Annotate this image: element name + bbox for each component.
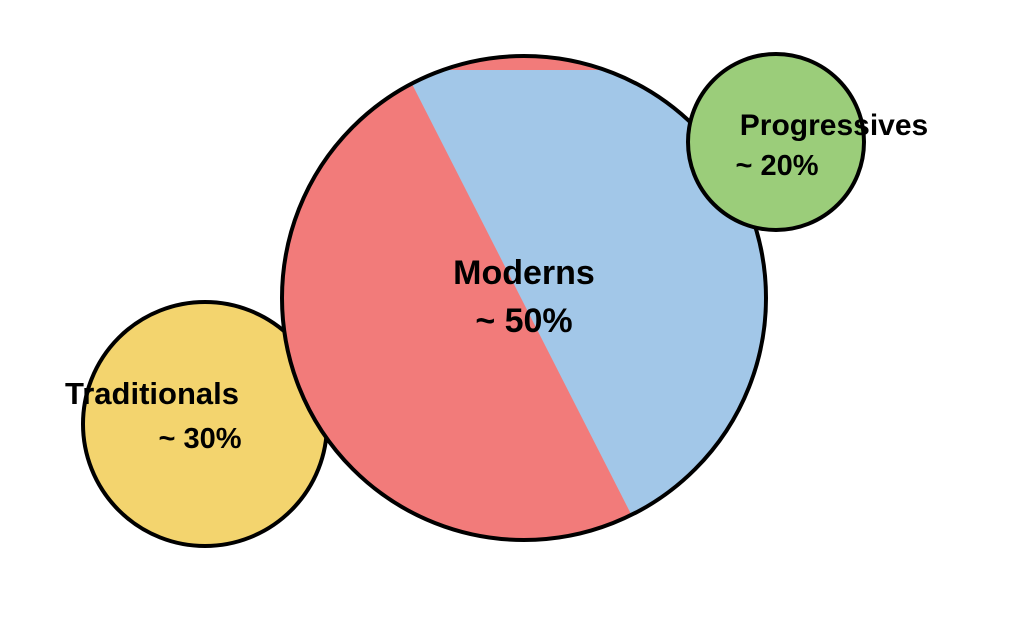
traditionals-label: Traditionals: [65, 376, 239, 411]
progressives-share: ~ 20%: [735, 150, 818, 182]
moderns-label: Moderns: [453, 254, 595, 292]
moderns-share: ~ 50%: [475, 302, 572, 340]
progressives-label: Progressives: [740, 109, 928, 142]
moderns-circle-outline: [280, 54, 768, 542]
progressives-circle: [686, 52, 866, 232]
traditionals-share: ~ 30%: [158, 423, 241, 455]
